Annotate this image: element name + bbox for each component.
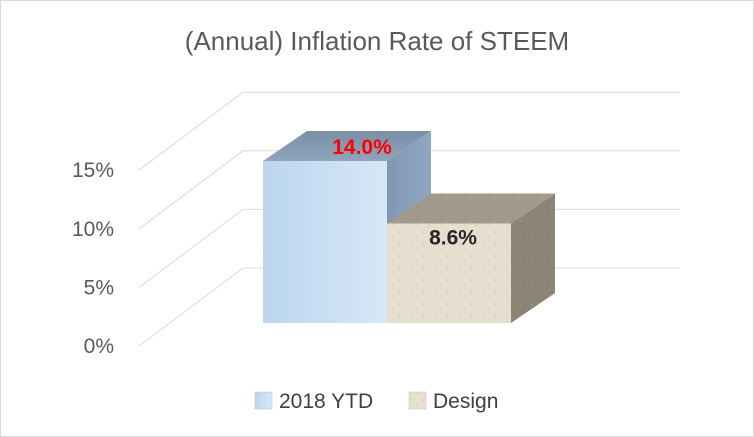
bar-2018-ytd-front <box>263 161 387 323</box>
bar-2018-ytd-top <box>263 131 431 161</box>
bar-design-side <box>511 193 555 323</box>
y-tick-label: 5% <box>84 276 114 299</box>
legend-swatch-2018-ytd <box>254 391 273 410</box>
legend-swatch-design <box>408 391 427 410</box>
data-label-design: 8.6% <box>429 226 477 249</box>
data-labels: 14.0% 8.6% <box>332 136 477 249</box>
bar-design-top <box>387 193 555 224</box>
data-label-2018-ytd: 14.0% <box>332 136 392 159</box>
legend: 2018 YTD Design <box>254 390 498 413</box>
bars <box>263 131 555 323</box>
gridline <box>138 150 680 230</box>
bar-design <box>387 193 555 323</box>
y-tick-label: 0% <box>84 335 114 358</box>
y-tick-label: 15% <box>72 159 114 182</box>
legend-label-2018-ytd: 2018 YTD <box>279 390 373 413</box>
y-axis-ticks: 0% 5% 10% 15% <box>72 159 114 358</box>
y-tick-label: 10% <box>72 218 114 241</box>
bar-design-front <box>387 223 511 323</box>
chart-title: (Annual) Inflation Rate of STEEM <box>185 26 569 56</box>
gridline <box>138 91 680 171</box>
legend-label-design: Design <box>433 390 498 413</box>
